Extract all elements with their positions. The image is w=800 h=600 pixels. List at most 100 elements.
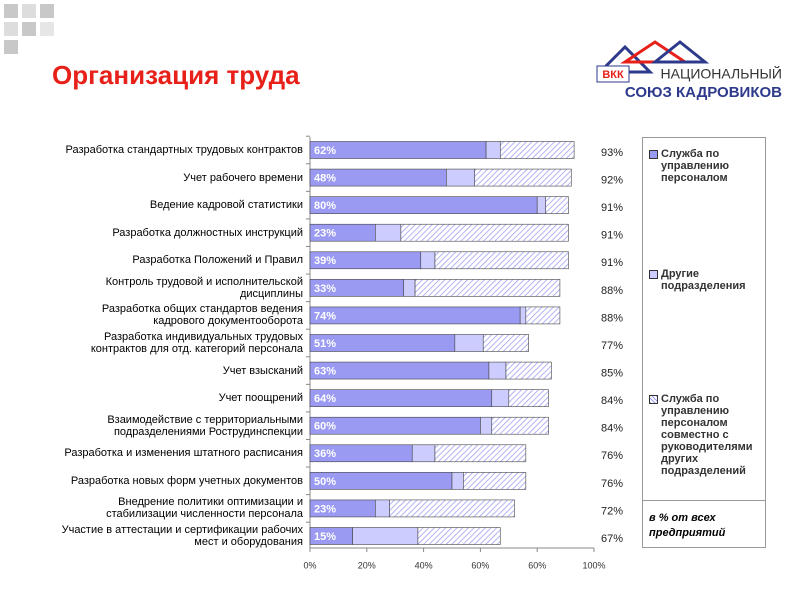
bar-segment — [482, 334, 529, 352]
legend-swatch — [649, 150, 658, 159]
total-label: 92% — [601, 174, 623, 186]
bar-segment — [480, 416, 493, 435]
category-label: Контроль трудовой и исполнительской дисц… — [105, 275, 303, 300]
category-label: Разработка должностных инструкций — [112, 226, 303, 239]
category-label: Учет рабочего времени — [183, 171, 303, 184]
bar-segment — [508, 389, 549, 407]
legend-swatch — [649, 395, 658, 404]
bar-segment — [309, 196, 538, 214]
x-tick-label: 60% — [528, 560, 546, 570]
data-label: 48% — [314, 172, 336, 184]
data-label: 60% — [314, 421, 336, 433]
bar-segment — [491, 416, 549, 435]
data-label: 23% — [314, 228, 336, 240]
data-label: 36% — [314, 448, 336, 460]
bar-segment — [446, 168, 476, 187]
total-label: 91% — [601, 202, 623, 214]
bar-segment — [414, 279, 561, 297]
data-label: 50% — [314, 476, 336, 488]
legend-item: Другие подразделения — [649, 268, 759, 292]
category-label: Учет поощрений — [218, 392, 303, 405]
decor-squares — [4, 4, 54, 54]
bar-segment — [488, 361, 507, 380]
total-label: 67% — [601, 533, 623, 545]
x-tick-label: 60% — [471, 560, 489, 570]
total-label: 84% — [601, 395, 623, 407]
total-label: 84% — [601, 423, 623, 435]
bar-segment — [434, 444, 527, 463]
bar-segment — [451, 472, 464, 490]
total-label: 85% — [601, 367, 623, 379]
bar-segment — [400, 223, 569, 242]
bar-segment — [525, 306, 561, 325]
legend-item: Служба по управлению персоналом совместн… — [649, 393, 759, 477]
total-label: 91% — [601, 257, 623, 269]
x-tick-label: 100% — [582, 560, 605, 570]
data-label: 80% — [314, 200, 336, 212]
data-label: 33% — [314, 283, 336, 295]
data-label: 15% — [314, 531, 336, 543]
data-label: 23% — [314, 503, 336, 515]
category-label: Разработка индивидуальных трудовых контр… — [90, 331, 303, 355]
legend-item: Служба по управлению персоналом — [649, 148, 759, 184]
bar-segment — [375, 499, 390, 518]
bar-segment — [499, 141, 575, 159]
bar-segment — [545, 196, 569, 214]
category-label: Разработка Положений и Правил — [132, 254, 303, 267]
logo-line2: СОЮЗ КАДРОВИКОВ — [625, 84, 782, 101]
x-tick-label: 20% — [358, 560, 376, 570]
category-label: Взаимодействие с территориальными подраз… — [107, 413, 303, 438]
legend: в % от всех предприятий Служба по управл… — [642, 137, 766, 548]
bar-segment — [389, 499, 515, 518]
bar-segment — [417, 527, 501, 545]
total-label: 88% — [601, 285, 623, 297]
logo: ВКК НАЦИОНАЛЬНЫЙ СОЮЗ КАДРОВИКОВ — [596, 40, 782, 101]
category-label: Разработка общих стандартов ведения кадр… — [101, 303, 303, 328]
category-label: Ведение кадровой статистики — [149, 199, 303, 212]
bar-segment — [454, 334, 484, 352]
data-label: 39% — [314, 255, 336, 267]
bar-segment — [309, 389, 493, 407]
data-label: 63% — [314, 365, 336, 377]
note: в % от всех предприятий — [643, 500, 765, 547]
data-label: 62% — [314, 145, 336, 157]
category-label: Внедрение политики оптимизации и стабили… — [106, 496, 303, 521]
total-label: 76% — [601, 450, 623, 462]
bar-segment — [420, 251, 436, 270]
category-label: Участие в аттестации и сертификации рабо… — [61, 524, 303, 548]
legend-swatch — [649, 270, 658, 279]
category-label: Разработка стандартных трудовых контракт… — [65, 144, 303, 156]
bar-segment — [309, 141, 487, 159]
total-label: 93% — [601, 147, 623, 159]
bar-segment — [505, 361, 552, 380]
data-label: 51% — [314, 338, 336, 350]
data-label: 74% — [314, 310, 336, 322]
bar-segment — [411, 444, 436, 463]
bar-segment — [491, 389, 510, 407]
total-label: 91% — [601, 230, 623, 242]
bar-segment — [536, 196, 547, 214]
total-label: 88% — [601, 312, 623, 324]
bar-segment — [403, 279, 416, 297]
x-tick-label: 0% — [303, 560, 316, 570]
logo-badge: ВКК — [602, 69, 624, 81]
data-label: 64% — [314, 393, 336, 405]
bar-segment — [375, 223, 402, 242]
bar-segment — [309, 306, 521, 325]
category-label: Разработка и изменения штатного расписан… — [64, 447, 303, 460]
total-label: 77% — [601, 340, 623, 352]
category-label: Разработка новых форм учетных документов — [70, 474, 303, 487]
total-label: 76% — [601, 478, 623, 490]
bar-segment — [485, 141, 501, 159]
bar-segment — [352, 527, 419, 545]
bar-segment — [519, 306, 527, 325]
total-label: 72% — [601, 505, 623, 517]
slide-title: Организация труда — [52, 60, 300, 90]
bar-segment — [474, 168, 572, 187]
category-label: Учет взысканий — [222, 364, 303, 377]
bar-segment — [434, 251, 569, 270]
logo-line1: НАЦИОНАЛЬНЫЙ — [661, 65, 782, 82]
bar-segment — [309, 361, 490, 380]
